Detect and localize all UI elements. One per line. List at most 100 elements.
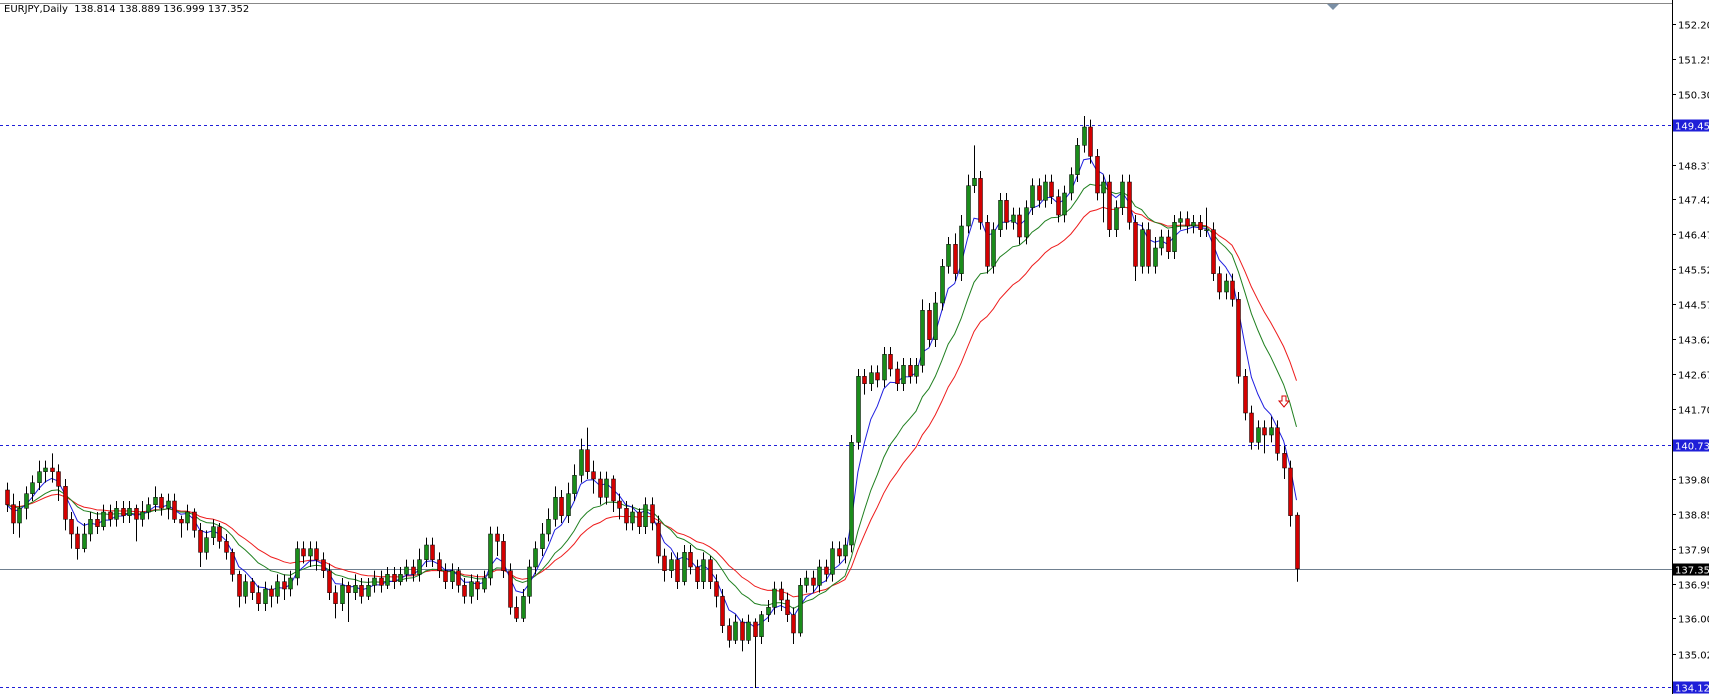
candle-bull bbox=[114, 508, 119, 520]
level-price-tag bbox=[1673, 119, 1709, 132]
candle-bear bbox=[740, 621, 745, 641]
candle-bull bbox=[1140, 229, 1145, 267]
candle-bear bbox=[875, 372, 880, 381]
y-tick-label: 141.700 bbox=[1678, 406, 1709, 417]
y-tick-label: 135.025 bbox=[1678, 651, 1709, 662]
candle-bull bbox=[901, 365, 906, 384]
candle-bear bbox=[333, 592, 338, 604]
candle-bear bbox=[462, 585, 467, 597]
sell-arrow-icon bbox=[1277, 395, 1291, 408]
candle-bull bbox=[869, 372, 874, 384]
candle-bull bbox=[340, 585, 345, 604]
candle-bull bbox=[856, 376, 861, 443]
candle-bull bbox=[643, 504, 648, 527]
candle-bear bbox=[56, 471, 61, 487]
candle-bull bbox=[1030, 185, 1035, 208]
candle-bear bbox=[95, 519, 100, 527]
candle-bear bbox=[63, 486, 68, 520]
candle-bear bbox=[637, 511, 642, 527]
candle-bear bbox=[508, 570, 513, 608]
current-price-tag bbox=[1673, 563, 1709, 576]
candle-bear bbox=[708, 559, 713, 582]
candle-bull bbox=[372, 577, 377, 586]
candle-bear bbox=[953, 244, 958, 274]
candle-bear bbox=[1288, 467, 1293, 516]
candle-bear bbox=[1017, 214, 1022, 238]
candle-bear bbox=[321, 559, 326, 571]
candle-bear bbox=[888, 354, 893, 370]
candle-bull bbox=[843, 544, 848, 557]
candle-bull bbox=[966, 185, 971, 227]
candle-bear bbox=[1185, 218, 1190, 227]
candle-bull bbox=[604, 478, 609, 498]
y-tick-label: 142.675 bbox=[1678, 371, 1709, 382]
candle-bear bbox=[217, 526, 222, 542]
level-price-label: 140.738 bbox=[1675, 442, 1709, 453]
candle-bull bbox=[817, 566, 822, 586]
candle-bear bbox=[159, 497, 164, 509]
y-tick-label: 148.375 bbox=[1678, 162, 1709, 173]
candle-bear bbox=[1037, 185, 1042, 201]
y-tick-label: 143.625 bbox=[1678, 336, 1709, 347]
candle-bull bbox=[1069, 174, 1074, 194]
candle-bear bbox=[475, 581, 480, 590]
candle-bear bbox=[179, 519, 184, 524]
candle-bear bbox=[598, 478, 603, 498]
candle-bear bbox=[1282, 453, 1287, 469]
candle-bull bbox=[533, 548, 538, 568]
candle-bull bbox=[682, 552, 687, 582]
y-tick-label: 144.575 bbox=[1678, 301, 1709, 312]
candle-bull bbox=[243, 581, 248, 597]
candle-bull bbox=[146, 504, 151, 513]
candle-bull bbox=[1082, 126, 1087, 146]
candle-bear bbox=[1049, 181, 1054, 197]
candle-bear bbox=[1004, 200, 1009, 223]
candle-bear bbox=[430, 544, 435, 560]
candle-bull bbox=[882, 354, 887, 381]
candle-bull bbox=[998, 200, 1003, 230]
candle-bear bbox=[753, 621, 758, 637]
candle-bull bbox=[669, 559, 674, 571]
candle-bull bbox=[385, 574, 390, 586]
y-tick-label: 139.800 bbox=[1678, 476, 1709, 487]
candle-bear bbox=[1088, 126, 1093, 157]
candle-bull bbox=[521, 596, 526, 619]
candle-bull bbox=[746, 621, 751, 641]
candle-bear bbox=[1243, 376, 1248, 414]
candle-bull bbox=[398, 574, 403, 582]
candle-bull bbox=[1101, 181, 1106, 194]
candle-bear bbox=[1249, 412, 1254, 443]
candle-bear bbox=[824, 566, 829, 575]
candle-bear bbox=[611, 478, 616, 502]
candle-bear bbox=[559, 497, 564, 516]
candle-bear bbox=[1133, 222, 1138, 267]
candle-bear bbox=[359, 585, 364, 597]
y-tick-label: 152.200 bbox=[1678, 21, 1709, 32]
candle-bear bbox=[495, 533, 500, 542]
candle-bear bbox=[50, 467, 55, 472]
candle-bear bbox=[662, 555, 667, 571]
candle-bull bbox=[1075, 145, 1080, 175]
candle-bull bbox=[275, 581, 280, 597]
candle-bear bbox=[1107, 181, 1112, 230]
candle-bull bbox=[43, 467, 48, 472]
candle-bear bbox=[1095, 156, 1100, 194]
candle-bear bbox=[192, 511, 197, 531]
candle-bear bbox=[675, 559, 680, 582]
candle-bear bbox=[108, 511, 113, 520]
candle-bear bbox=[791, 614, 796, 634]
candle-bear bbox=[5, 489, 10, 505]
candle-bear bbox=[346, 585, 351, 593]
candle-bear bbox=[282, 581, 287, 590]
candle-bull bbox=[1204, 229, 1209, 231]
candle-bear bbox=[695, 566, 700, 582]
candle-bear bbox=[437, 559, 442, 571]
candle-bull bbox=[101, 511, 106, 527]
candle-bull bbox=[308, 548, 313, 557]
candle-bull bbox=[772, 588, 777, 608]
candle-bear bbox=[237, 574, 242, 597]
candle-bear bbox=[779, 588, 784, 601]
candle-bull bbox=[263, 588, 268, 604]
